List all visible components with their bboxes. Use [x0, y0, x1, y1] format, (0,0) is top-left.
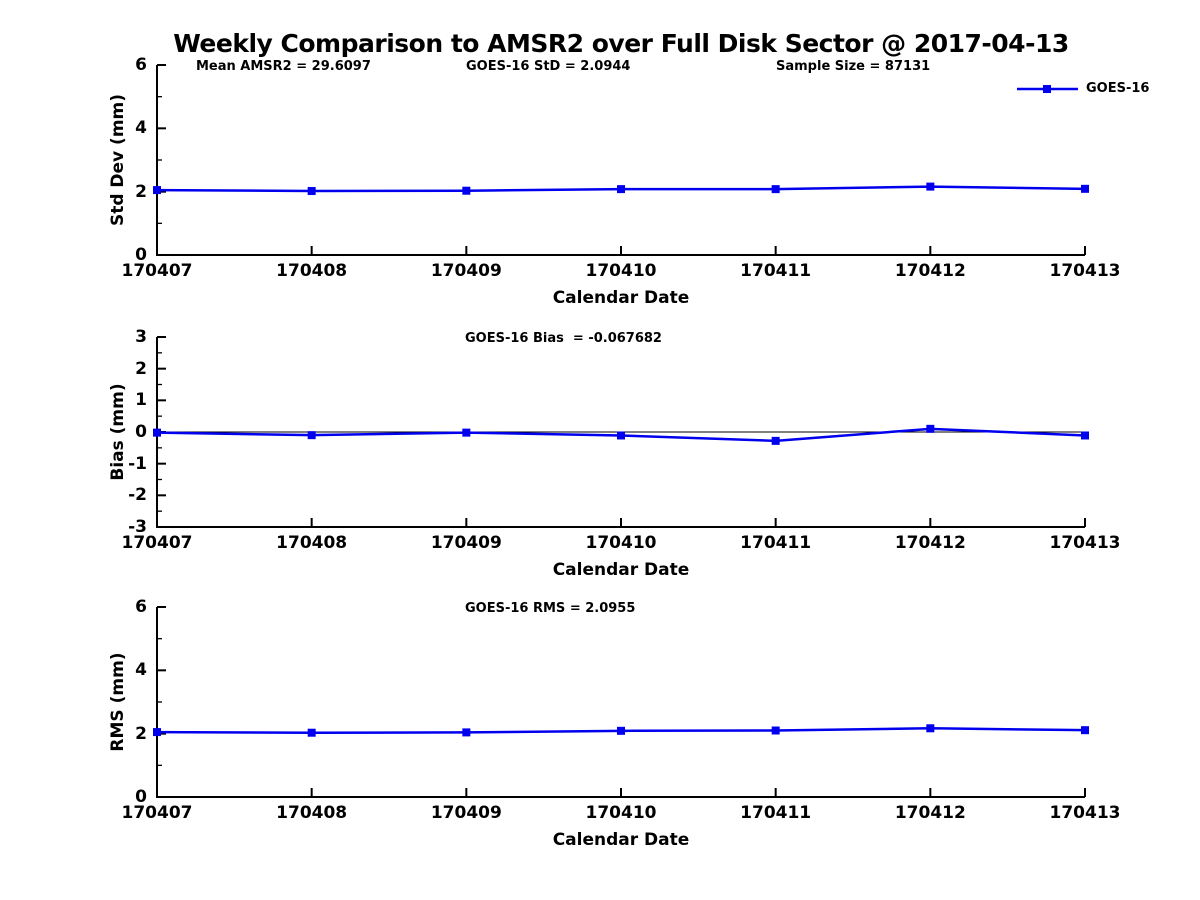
x-tick-label: 170407 — [121, 803, 193, 823]
y-tick-label: 0 — [135, 422, 147, 442]
data-point-marker — [153, 186, 161, 195]
stat-annotation: Sample Size = 87131 — [776, 59, 931, 74]
data-point-marker — [617, 185, 625, 194]
x-tick-label: 170410 — [585, 803, 657, 823]
y-tick-label: 6 — [135, 55, 147, 75]
y-tick-label: 2 — [135, 723, 147, 744]
x-axis-title: Calendar Date — [552, 830, 690, 850]
x-tick-label: 170411 — [740, 533, 812, 553]
x-tick-label: 170408 — [276, 533, 348, 553]
x-tick-label: 170411 — [740, 803, 812, 823]
data-point-marker — [153, 428, 161, 437]
data-point-marker — [617, 431, 625, 440]
axis-line — [156, 607, 1085, 798]
data-point-marker — [1081, 431, 1089, 440]
x-tick-label: 170410 — [585, 261, 657, 281]
y-tick-label: 4 — [135, 660, 147, 681]
x-tick-label: 170409 — [430, 803, 502, 823]
x-tick-label: 170412 — [894, 261, 966, 281]
x-axis-title: Calendar Date — [552, 288, 690, 308]
y-tick-label: 4 — [135, 118, 147, 139]
stat-annotation: Mean AMSR2 = 29.6097 — [196, 59, 371, 74]
y-tick-label: 2 — [135, 181, 147, 202]
data-point-marker — [1081, 184, 1089, 193]
y-tick-label: 3 — [135, 327, 147, 347]
y-tick-label: 6 — [135, 597, 147, 617]
stat-annotation: GOES-16 StD = 2.0944 — [466, 59, 631, 74]
data-point-marker — [307, 728, 316, 737]
data-point-marker — [462, 428, 471, 437]
x-tick-label: 170412 — [894, 803, 966, 823]
y-axis-title: Std Dev (mm) — [108, 93, 128, 227]
x-tick-label: 170411 — [740, 261, 812, 281]
data-point-marker — [771, 185, 780, 194]
x-tick-label: 170410 — [585, 533, 657, 553]
data-point-marker — [617, 726, 625, 735]
x-tick-label: 170413 — [1049, 803, 1121, 823]
chart-title: Weekly Comparison to AMSR2 over Full Dis… — [173, 29, 1069, 58]
data-point-marker — [926, 182, 935, 191]
data-point-marker — [1081, 726, 1089, 735]
data-point-marker — [462, 728, 471, 737]
data-point-marker — [771, 726, 780, 735]
y-axis-title: Bias (mm) — [108, 383, 128, 481]
y-tick-label: 0 — [135, 245, 147, 265]
y-tick-label: 0 — [135, 787, 147, 807]
axis-line — [156, 65, 1085, 256]
x-tick-label: 170407 — [121, 261, 193, 281]
y-axis-title: RMS (mm) — [108, 652, 128, 752]
data-point-marker — [153, 728, 161, 737]
y-tick-label: -2 — [128, 485, 147, 506]
y-tick-label: 2 — [135, 358, 147, 379]
x-tick-label: 170413 — [1049, 261, 1121, 281]
y-tick-label: -1 — [128, 453, 147, 474]
data-point-marker — [926, 724, 935, 733]
legend-label: GOES-16 — [1086, 81, 1150, 96]
legend-marker-icon — [1043, 85, 1051, 93]
y-tick-label: 1 — [135, 390, 147, 411]
y-tick-label: -3 — [128, 517, 147, 537]
x-tick-label: 170409 — [430, 533, 502, 553]
data-point-marker — [307, 431, 316, 440]
x-tick-label: 170407 — [121, 533, 193, 553]
x-axis-title: Calendar Date — [552, 560, 690, 580]
x-tick-label: 170408 — [276, 803, 348, 823]
x-tick-label: 170413 — [1049, 533, 1121, 553]
data-point-marker — [771, 436, 780, 445]
stat-annotation: GOES-16 RMS = 2.0955 — [465, 601, 636, 616]
x-tick-label: 170408 — [276, 261, 348, 281]
data-point-marker — [462, 186, 471, 195]
x-tick-label: 170409 — [430, 261, 502, 281]
data-point-marker — [307, 187, 316, 196]
stat-annotation: GOES-16 Bias = -0.067682 — [465, 331, 662, 346]
legend-key — [1017, 85, 1078, 93]
data-point-marker — [926, 424, 935, 433]
x-tick-label: 170412 — [894, 533, 966, 553]
